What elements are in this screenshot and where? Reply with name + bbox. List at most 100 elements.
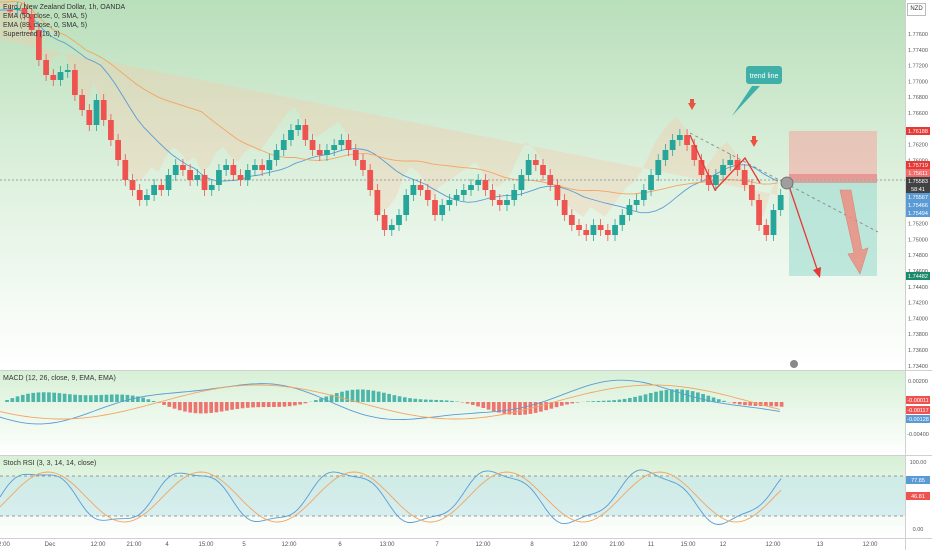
alert-icon[interactable] bbox=[790, 360, 798, 368]
price-tick-label: 1.74400 bbox=[908, 285, 928, 291]
candle-body bbox=[223, 165, 229, 170]
macd-histogram-bar bbox=[345, 391, 349, 402]
ema2-legend[interactable]: EMA (89, close, 0, SMA, 5) bbox=[3, 21, 125, 30]
supertrend-legend[interactable]: Supertrend (10, 3) bbox=[3, 30, 125, 39]
macd-histogram-bar bbox=[147, 399, 151, 402]
time-axis-label: 13 bbox=[817, 542, 824, 548]
candle-body bbox=[519, 175, 525, 190]
candle-body bbox=[245, 170, 251, 180]
macd-histogram-bar bbox=[152, 401, 156, 402]
candle-body bbox=[569, 215, 575, 225]
badge-entry-text: 1.75719 bbox=[908, 163, 928, 169]
macd-histogram-bar bbox=[393, 395, 397, 402]
macd-histogram-bar bbox=[659, 391, 663, 402]
macd-histogram-bar bbox=[31, 393, 35, 402]
macd-histogram-bar bbox=[722, 401, 726, 402]
macd-histogram-bar bbox=[471, 402, 475, 405]
position-marker-circle[interactable] bbox=[781, 177, 793, 189]
macd-histogram-bar bbox=[42, 392, 46, 402]
price-tick-label: 1.75200 bbox=[908, 222, 928, 228]
candle-body bbox=[187, 170, 193, 180]
symbol-title[interactable]: Euro / New Zealand Dollar, 1h, OANDA bbox=[3, 3, 125, 12]
macd-histogram-bar bbox=[209, 402, 213, 413]
candle-body bbox=[202, 175, 208, 190]
macd-histogram-bar bbox=[382, 393, 386, 402]
candle-body bbox=[317, 150, 323, 155]
macd-histogram-bar bbox=[340, 392, 344, 402]
candle-body bbox=[627, 205, 633, 215]
price-tick-label: 1.77400 bbox=[908, 48, 928, 54]
candle-body bbox=[338, 140, 344, 145]
macd-histogram-bar bbox=[236, 402, 240, 409]
macd-histogram-bar bbox=[314, 400, 318, 402]
macd-histogram-bar bbox=[733, 402, 737, 403]
candle-body bbox=[663, 150, 669, 160]
macd-pane-bg bbox=[0, 371, 905, 455]
macd-histogram-bar bbox=[612, 400, 616, 402]
macd-histogram-bar bbox=[748, 402, 752, 406]
candle-body bbox=[454, 195, 460, 200]
candle-body bbox=[194, 175, 200, 180]
badge-current-b-text: 1.75583 bbox=[908, 179, 928, 185]
macd-histogram-bar bbox=[230, 402, 234, 410]
time-axis-label: 6 bbox=[338, 542, 342, 548]
macd-histogram-bar bbox=[94, 395, 98, 402]
candle-body bbox=[432, 200, 438, 215]
macd-histogram-bar bbox=[267, 402, 271, 407]
macd-badge-1-text: -0.00011 bbox=[907, 398, 928, 404]
badge-target-bottom-text: 1.74482 bbox=[908, 274, 928, 280]
macd-level: -0.00400 bbox=[907, 432, 929, 438]
candle-body bbox=[641, 190, 647, 200]
macd-histogram-bar bbox=[99, 395, 103, 402]
stop-loss-zone[interactable] bbox=[789, 131, 877, 179]
candle-body bbox=[648, 175, 654, 190]
macd-histogram-bar bbox=[26, 394, 30, 402]
macd-histogram-bar bbox=[413, 399, 417, 402]
macd-histogram-bar bbox=[440, 400, 444, 402]
time-axis-label: 12:00 bbox=[765, 542, 781, 548]
macd-histogram-bar bbox=[372, 391, 376, 402]
stoch-badge-1-text: 77.85 bbox=[911, 478, 925, 484]
macd-histogram-bar bbox=[638, 396, 642, 402]
macd-histogram-bar bbox=[560, 402, 564, 406]
candle-body bbox=[79, 95, 85, 110]
price-tick-label: 1.74800 bbox=[908, 253, 928, 259]
macd-legend[interactable]: MACD (12, 26, close, 9, EMA, EMA) bbox=[3, 374, 116, 383]
stoch-legend[interactable]: Stoch RSI (3, 3, 14, 14, close) bbox=[3, 459, 96, 468]
ema1-legend[interactable]: EMA (50, close, 0, SMA, 5) bbox=[3, 12, 125, 21]
candle-body bbox=[403, 195, 409, 215]
macd-histogram-bar bbox=[277, 402, 281, 407]
time-axis-label: 15:00 bbox=[680, 542, 696, 548]
candle-body bbox=[468, 185, 474, 190]
currency-button[interactable]: NZD bbox=[907, 3, 926, 16]
candle-body bbox=[483, 180, 489, 190]
macd-histogram-bar bbox=[241, 402, 245, 408]
price-tick-label: 1.75000 bbox=[908, 237, 928, 243]
macd-histogram-bar bbox=[523, 402, 527, 415]
candle-body bbox=[144, 195, 150, 200]
time-axis-label: 12:00 bbox=[281, 542, 297, 548]
macd-histogram-bar bbox=[63, 394, 67, 402]
main-legend: Euro / New Zealand Dollar, 1h, OANDA EMA… bbox=[3, 3, 125, 39]
candle-body bbox=[72, 70, 78, 95]
macd-histogram-bar bbox=[194, 402, 198, 413]
macd-histogram-bar bbox=[204, 402, 208, 413]
candle-body bbox=[670, 140, 676, 150]
macd-histogram-bar bbox=[246, 402, 250, 408]
candle-body bbox=[151, 185, 157, 195]
macd-histogram-bar bbox=[52, 393, 56, 402]
macd-histogram-bar bbox=[649, 393, 653, 402]
candle-body bbox=[115, 140, 121, 160]
candle-body bbox=[526, 160, 532, 175]
macd-histogram-bar bbox=[539, 402, 543, 412]
macd-histogram-bar bbox=[256, 402, 260, 407]
macd-histogram-bar bbox=[544, 402, 548, 410]
macd-histogram-bar bbox=[167, 402, 171, 407]
macd-histogram-bar bbox=[215, 402, 219, 412]
entry-zone bbox=[789, 174, 877, 183]
macd-histogram-bar bbox=[58, 393, 62, 402]
macd-histogram-bar bbox=[502, 402, 506, 414]
time-axis-label: 8 bbox=[530, 542, 534, 548]
